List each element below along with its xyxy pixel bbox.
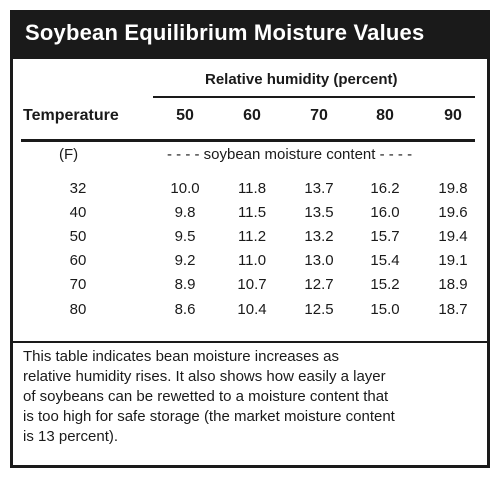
moisture-content-label: - - - - soybean moisture content - - - - (167, 146, 413, 163)
temperature-cell: 60 (69, 252, 87, 269)
moisture-value-cell: 10.4 (237, 301, 267, 318)
moisture-value-cell: 19.4 (438, 228, 468, 245)
moisture-value-cell: 16.2 (370, 180, 400, 197)
table-title: Soybean Equilibrium Moisture Values (25, 20, 425, 45)
moisture-value-cell: 15.4 (370, 252, 400, 269)
moisture-value-cell: 13.7 (304, 180, 334, 197)
humidity-column-header-50: 50 (176, 107, 194, 124)
moisture-value-cell: 13.0 (304, 252, 334, 269)
temperature-column-header: Temperature (23, 107, 119, 124)
footnote-line: of soybeans can be rewetted to a moistur… (23, 388, 389, 405)
moisture-value-cell: 9.2 (174, 252, 196, 269)
humidity-column-header-60: 60 (243, 107, 261, 124)
table-frame: Soybean Equilibrium Moisture Values Rela… (10, 10, 490, 468)
moisture-value-cell: 10.0 (170, 180, 200, 197)
footnote-rule (13, 341, 487, 343)
moisture-value-cell: 8.6 (174, 301, 196, 318)
temperature-cell: 70 (69, 276, 87, 293)
moisture-value-cell: 19.1 (438, 252, 468, 269)
moisture-value-cell: 19.8 (438, 180, 468, 197)
moisture-value-cell: 19.6 (438, 204, 468, 221)
humidity-group-rule (153, 96, 475, 98)
temperature-unit: (F) (59, 146, 79, 163)
moisture-value-cell: 11.8 (237, 180, 267, 197)
moisture-value-cell: 12.7 (304, 276, 334, 293)
moisture-value-cell: 15.2 (370, 276, 400, 293)
footnote-line: This table indicates bean moisture incre… (23, 348, 339, 365)
temperature-cell: 32 (69, 180, 87, 197)
moisture-value-cell: 8.9 (174, 276, 196, 293)
moisture-value-cell: 11.5 (237, 204, 267, 221)
moisture-value-cell: 9.8 (174, 204, 196, 221)
footnote-line: is 13 percent). (23, 428, 119, 445)
moisture-value-cell: 13.2 (304, 228, 334, 245)
title-bar: Soybean Equilibrium Moisture Values (13, 13, 487, 59)
moisture-value-cell: 15.7 (370, 228, 400, 245)
temperature-cell: 50 (69, 228, 87, 245)
moisture-value-cell: 13.5 (304, 204, 334, 221)
humidity-column-header-90: 90 (444, 107, 462, 124)
humidity-column-header-70: 70 (310, 107, 328, 124)
moisture-value-cell: 16.0 (370, 204, 400, 221)
temperature-cell: 40 (69, 204, 87, 221)
moisture-value-cell: 15.0 (370, 301, 400, 318)
footnote: This table indicates bean moisture incre… (23, 347, 479, 447)
moisture-value-cell: 12.5 (304, 301, 334, 318)
header-rule (21, 139, 475, 142)
moisture-value-cell: 11.2 (237, 228, 267, 245)
moisture-value-cell: 11.0 (237, 252, 267, 269)
temperature-cell: 80 (69, 301, 87, 318)
footnote-line: is too high for safe storage (the market… (23, 408, 395, 425)
moisture-value-cell: 18.7 (438, 301, 468, 318)
humidity-column-header-80: 80 (376, 107, 394, 124)
humidity-group-label: Relative humidity (percent) (205, 71, 398, 88)
footnote-line: relative humidity rises. It also shows h… (23, 368, 386, 385)
moisture-value-cell: 10.7 (237, 276, 267, 293)
moisture-value-cell: 18.9 (438, 276, 468, 293)
moisture-value-cell: 9.5 (174, 228, 196, 245)
